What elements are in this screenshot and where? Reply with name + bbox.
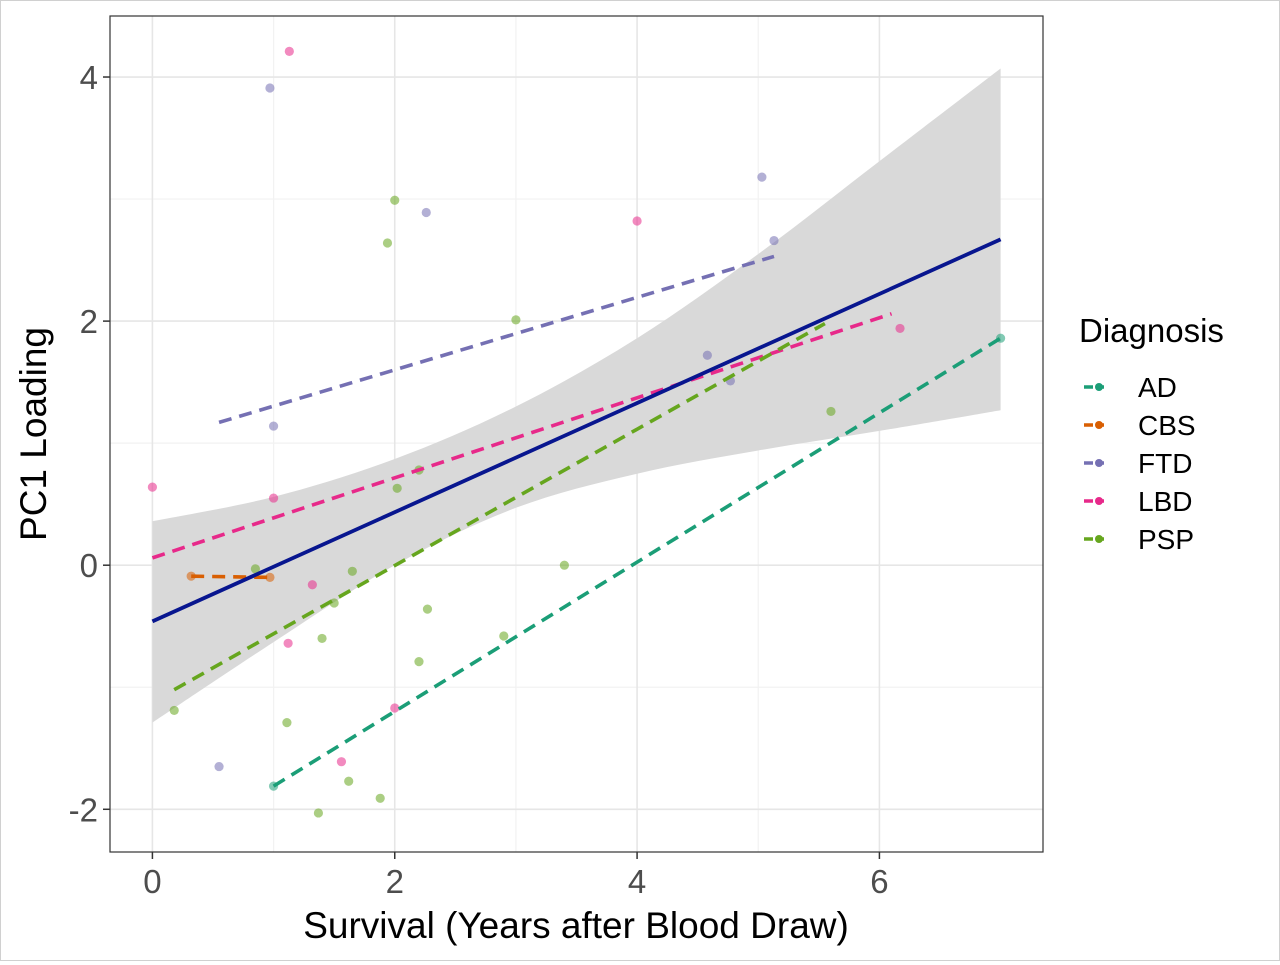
y-tick-label: 4 (80, 59, 98, 96)
legend-label-cbs: CBS (1138, 410, 1196, 441)
legend-key-point-psp (1095, 535, 1103, 543)
confidence-band (152, 68, 1001, 723)
x-tick-label: 2 (386, 863, 404, 900)
data-point-psp (347, 566, 357, 576)
fit-lines-layer (151, 237, 1002, 788)
data-point-lbd (336, 757, 347, 767)
legend-label-ftd: FTD (1138, 448, 1192, 479)
data-point-ftd (265, 83, 275, 93)
data-point-ftd (769, 235, 779, 246)
plot-panel-border (109, 15, 1044, 853)
data-point-psp (169, 705, 179, 716)
y-tick-label: 2 (80, 303, 98, 340)
data-point-lbd (307, 580, 317, 590)
data-point-psp (250, 564, 261, 574)
legend-key-point-ftd (1095, 459, 1103, 467)
data-point-lbd (268, 493, 279, 503)
data-point-psp (559, 560, 569, 570)
data-point-lbd (284, 46, 294, 56)
legend-key-point-lbd (1095, 497, 1103, 505)
x-axis-label: Survival (Years after Blood Draw) (303, 905, 849, 946)
data-point-psp (329, 598, 339, 608)
data-points-layer (147, 46, 1006, 818)
x-tick-label: 6 (870, 863, 888, 900)
legend-label-psp: PSP (1138, 524, 1194, 555)
legend-title: Diagnosis (1079, 312, 1224, 349)
data-point-ftd (214, 761, 224, 772)
data-point-psp (344, 776, 354, 786)
data-point-cbs (265, 572, 275, 583)
fit-line-ad (272, 336, 1002, 788)
data-point-ftd (421, 207, 431, 218)
data-point-psp (392, 483, 402, 493)
data-point-lbd (390, 703, 400, 713)
confidence-band-layer (152, 68, 1001, 723)
legend-label-lbd: LBD (1138, 486, 1192, 517)
overall-fit-line (151, 237, 1002, 624)
data-point-lbd (147, 482, 158, 492)
data-point-lbd (632, 216, 642, 226)
x-tick-label: 4 (628, 863, 646, 900)
legend: Diagnosis AD CBS FTD LBD PSP (1079, 312, 1224, 555)
data-point-psp (422, 604, 433, 614)
y-axis-label: PC1 Loading (13, 327, 54, 541)
data-point-psp (826, 406, 836, 417)
y-tick-label: -2 (69, 791, 98, 828)
data-point-ftd (702, 350, 712, 360)
y-tick-label: 0 (80, 547, 98, 584)
data-point-psp (390, 195, 400, 205)
data-point-psp (382, 238, 393, 248)
data-point-psp (317, 633, 327, 644)
fit-line-cbs (191, 574, 270, 580)
legend-key-point-ad (1095, 383, 1103, 391)
fit-line-ftd (218, 254, 775, 425)
data-point-lbd (895, 323, 905, 334)
data-point-psp (414, 657, 424, 667)
data-point-psp (313, 808, 324, 818)
legend-label-ad: AD (1138, 372, 1177, 403)
legend-key-point-cbs (1095, 421, 1103, 429)
fit-line-lbd (151, 312, 893, 560)
data-point-psp (282, 718, 292, 728)
data-point-psp (511, 315, 521, 325)
data-point-psp (375, 793, 385, 803)
x-axis-ticks: 0 2 4 6 (143, 852, 889, 900)
data-point-cbs (186, 571, 196, 581)
x-tick-label: 0 (143, 863, 161, 900)
data-point-lbd (283, 638, 293, 648)
data-point-ftd (757, 172, 767, 182)
data-point-psp (499, 631, 509, 641)
y-axis-ticks: -2 0 2 4 (69, 59, 110, 828)
data-point-ftd (268, 421, 279, 431)
